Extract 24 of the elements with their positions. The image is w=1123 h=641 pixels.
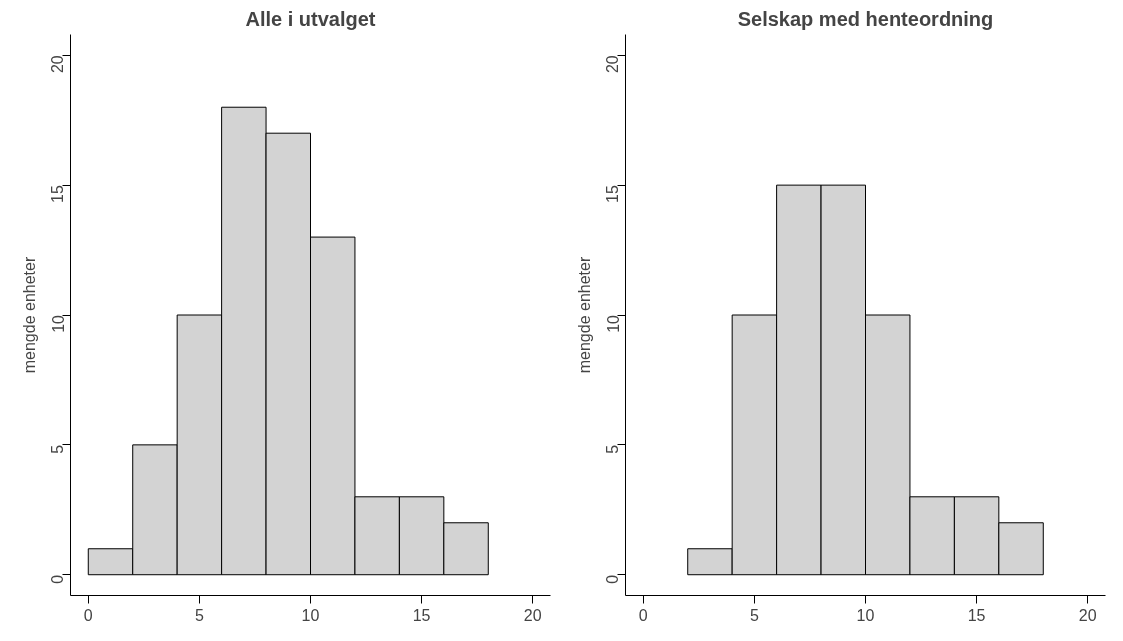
y-tick-label: 20 <box>49 55 67 74</box>
x-tick-label: 20 <box>523 606 542 624</box>
y-tick-label: 15 <box>604 185 622 203</box>
chart-title: Alle i utvalget <box>245 7 376 30</box>
x-tick-label: 15 <box>967 606 986 624</box>
y-tick-label: 5 <box>604 444 622 454</box>
y-tick-label: 10 <box>604 314 622 333</box>
y-tick-label: 0 <box>604 574 622 584</box>
y-tick-label: 15 <box>49 185 67 203</box>
x-tick-label: 10 <box>856 606 875 624</box>
y-axis-title: mengde enheter <box>20 256 38 374</box>
x-tick-label: 5 <box>749 606 759 624</box>
x-tick-label: 5 <box>194 606 204 624</box>
y-tick-label: 10 <box>49 314 67 333</box>
x-tick-label: 0 <box>638 606 648 624</box>
y-tick-label: 5 <box>49 444 67 454</box>
y-tick-label: 0 <box>49 574 67 584</box>
x-tick-label: 10 <box>301 606 320 624</box>
chart-title: Selskap med henteordning <box>737 7 994 30</box>
x-tick-label: 15 <box>412 606 431 624</box>
x-tick-label: 20 <box>1078 606 1097 624</box>
y-axis-title: mengde enheter <box>575 256 593 374</box>
y-tick-label: 20 <box>604 55 622 74</box>
x-tick-label: 0 <box>83 606 93 624</box>
